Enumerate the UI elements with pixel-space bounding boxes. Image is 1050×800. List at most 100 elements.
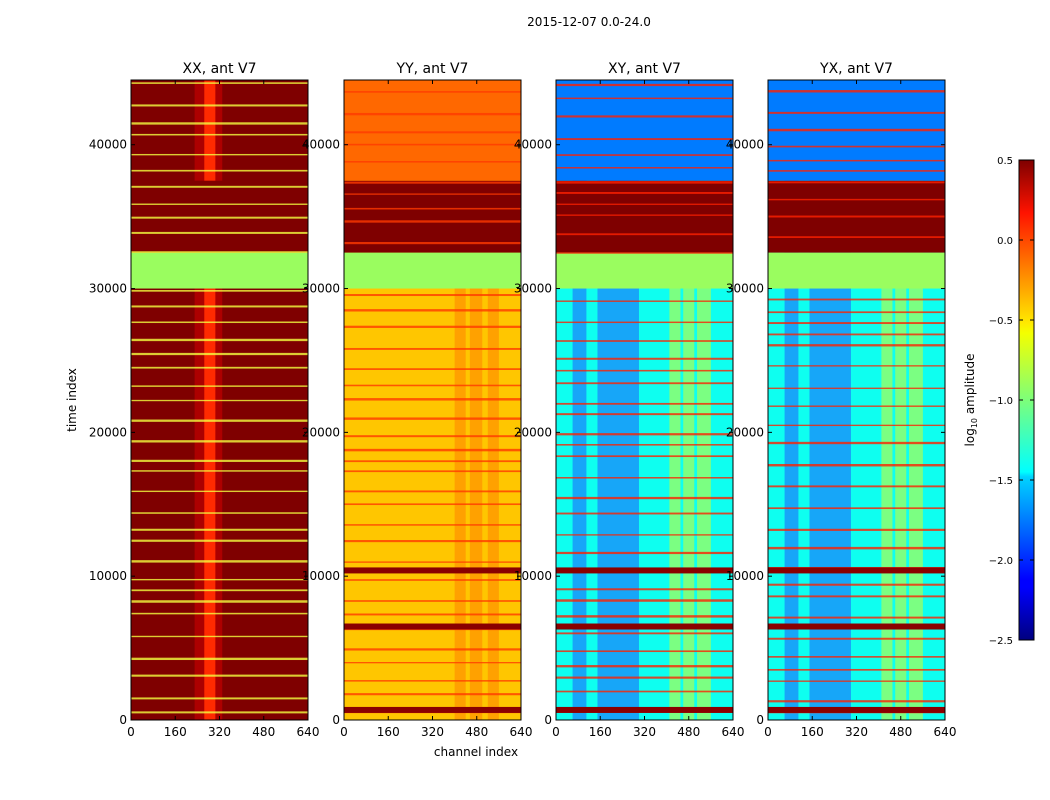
- x-tick-label: 160: [164, 725, 187, 739]
- flag-row: [768, 322, 945, 325]
- flag-row: [768, 387, 945, 389]
- flag-row: [768, 236, 945, 238]
- x-tick-label: 0: [127, 725, 135, 739]
- flag-row: [131, 419, 308, 422]
- flag-row: [556, 650, 733, 653]
- flag-row: [768, 507, 945, 510]
- flag-row: [131, 216, 308, 219]
- flag-row: [556, 97, 733, 100]
- colorbar-tick-label: −2.5: [989, 636, 1013, 647]
- time-block-2: [131, 180, 308, 253]
- flag-row: [131, 153, 308, 156]
- x-tick-label: 0: [764, 725, 772, 739]
- x-tick-label: 480: [465, 725, 488, 739]
- x-tick-label: 640: [722, 725, 745, 739]
- flag-row: [131, 539, 308, 542]
- time-block-3: [556, 80, 733, 181]
- flag-row: [556, 357, 733, 360]
- flag-row: [556, 588, 733, 591]
- flag-row: [344, 398, 521, 401]
- flag-row: [344, 207, 521, 210]
- y-tick-label: 30000: [302, 282, 340, 296]
- y-tick-label: 40000: [514, 138, 552, 152]
- flag-row: [768, 616, 945, 619]
- x-tick-label: 480: [889, 725, 912, 739]
- x-tick-label: 480: [252, 725, 275, 739]
- flag-row: [556, 402, 733, 405]
- time-block-2: [556, 180, 733, 253]
- heatmap-panels: 0 160 320 480 640 0 10000 20000 30000 40000 XX, an…: [65, 61, 956, 759]
- y-tick-label: 40000: [726, 138, 764, 152]
- flag-row: [556, 214, 733, 216]
- flag-row: [131, 231, 308, 234]
- rfi-column-2: [469, 280, 483, 720]
- flag-row: [768, 344, 945, 347]
- y-tick-label: 20000: [89, 425, 127, 439]
- x-tick-label: 160: [589, 725, 612, 739]
- y-tick-label: 20000: [514, 425, 552, 439]
- flag-row: [344, 309, 521, 312]
- flag-row: [344, 435, 521, 438]
- flag-row: [768, 528, 945, 531]
- flag-row: [131, 674, 308, 677]
- x-tick-label: 320: [208, 725, 231, 739]
- flag-row: [556, 192, 733, 194]
- flag-row: [344, 294, 521, 297]
- x-tick-label: 480: [677, 725, 700, 739]
- strong-row: [556, 623, 733, 630]
- flag-row: [556, 340, 733, 342]
- flag-row: [556, 534, 733, 536]
- flag-row: [131, 635, 308, 638]
- y-tick-label: 0: [544, 713, 552, 727]
- colorbar-tick-label: 0.0: [997, 236, 1013, 247]
- flag-row: [344, 600, 521, 602]
- rfi-column-3: [487, 280, 499, 720]
- flag-row: [131, 399, 308, 402]
- flag-row: [131, 305, 308, 308]
- y-tick-label: 10000: [302, 569, 340, 583]
- colorbar-tick-label: 0.5: [997, 156, 1013, 167]
- y-tick-label: 40000: [302, 138, 340, 152]
- y-tick-label: 30000: [514, 282, 552, 296]
- flag-row: [344, 131, 521, 134]
- flag-row: [556, 477, 733, 479]
- colorbar-tick-label: −0.5: [989, 316, 1013, 327]
- x-tick-label: 160: [377, 725, 400, 739]
- flag-row: [556, 433, 733, 436]
- heatmap-panel-2: 0 160 320 480 640 0 10000 20000 30000 40000 YY, an…: [302, 61, 533, 759]
- flag-row: [131, 122, 308, 125]
- y-tick-label: 10000: [726, 569, 764, 583]
- y-tick-label: 40000: [89, 138, 127, 152]
- flag-row: [556, 115, 733, 118]
- flag-row: [768, 159, 945, 162]
- flag-row: [344, 448, 521, 452]
- y-tick-label: 0: [756, 713, 764, 727]
- strong-row: [344, 567, 521, 574]
- heatmap-panel-3: 0 160 320 480 640 0 10000 20000 30000 40000 XY, an…: [514, 61, 745, 739]
- y-tick-label: 0: [332, 713, 340, 727]
- y-tick-label: 30000: [89, 282, 127, 296]
- flag-row: [768, 424, 945, 427]
- flag-row: [768, 215, 945, 218]
- rfi-column-2: [683, 80, 695, 720]
- flag-row: [131, 290, 308, 292]
- flag-row: [556, 599, 733, 602]
- flag-row: [556, 615, 733, 618]
- flag-row: [344, 613, 521, 616]
- x-tick-label: 160: [801, 725, 824, 739]
- flag-row: [344, 112, 521, 116]
- flag-row: [131, 490, 308, 493]
- flag-row: [768, 680, 945, 682]
- flag-row: [344, 220, 521, 223]
- y-tick-label: 10000: [514, 569, 552, 583]
- strong-row: [344, 706, 521, 713]
- flag-row: [556, 512, 733, 515]
- flag-row: [556, 154, 733, 156]
- flag-row: [344, 579, 521, 581]
- flag-row: [131, 589, 308, 592]
- flag-row: [556, 252, 733, 254]
- flag-row: [131, 251, 308, 253]
- flag-row: [344, 460, 521, 463]
- flag-row: [556, 167, 733, 169]
